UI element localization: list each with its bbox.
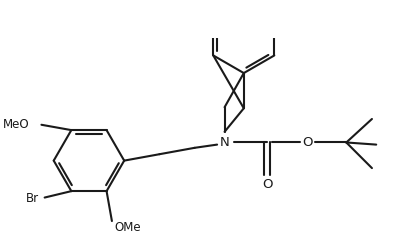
Text: MeO: MeO [3,118,30,131]
Text: OMe: OMe [114,221,141,234]
Text: N: N [220,136,229,149]
Text: O: O [262,178,273,190]
Text: O: O [303,136,313,149]
Text: Br: Br [26,192,39,205]
